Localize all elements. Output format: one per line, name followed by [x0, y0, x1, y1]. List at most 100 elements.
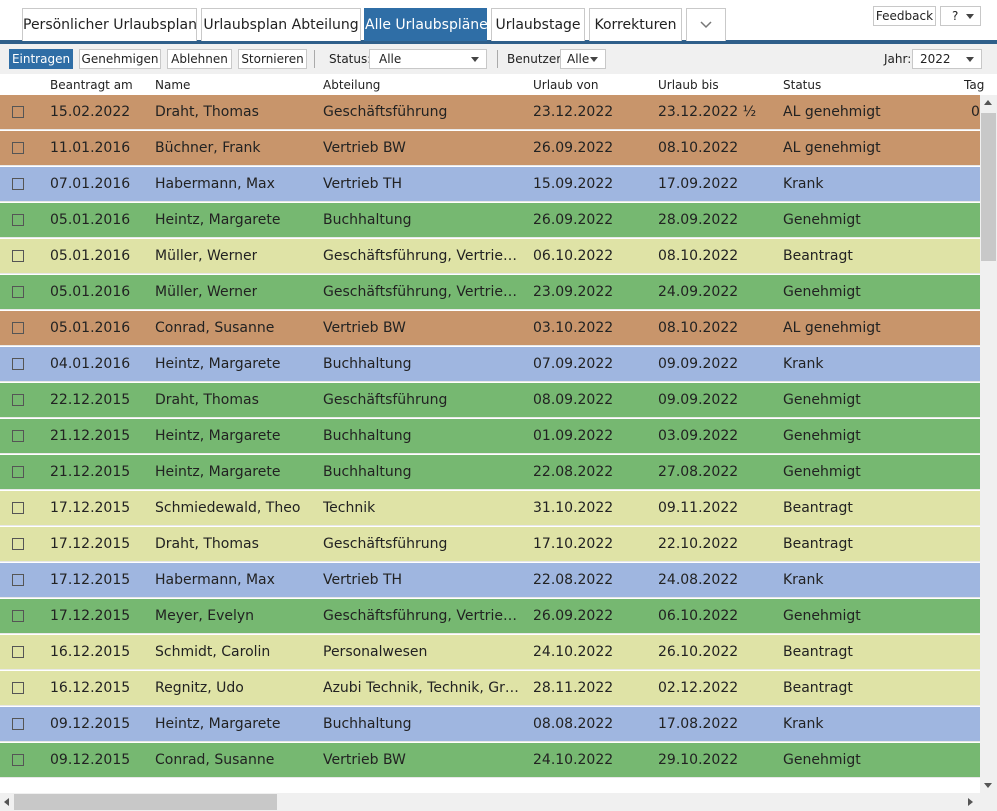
hscroll-thumb[interactable] [14, 794, 277, 810]
table-row[interactable]: 17.12.2015 Draht, Thomas Geschäftsführung 1… [0, 527, 980, 562]
table-cell: Genehmigt [783, 392, 861, 408]
tab[interactable]: Urlaubsplan Abteilung [201, 8, 361, 41]
table-cell: 07.01.2016 [50, 176, 131, 192]
table-row[interactable]: 11.01.2016 Büchner, Frank Vertrieb BW 26.09… [0, 131, 980, 166]
table-row[interactable]: 09.12.2015 Heintz, Margarete Buchhaltung 08… [0, 707, 980, 742]
table-cell: 24.09.2022 [658, 284, 739, 300]
table-row[interactable]: 17.12.2015 Schmiedewald, Theo Technik 31.10… [0, 491, 980, 526]
table-cell: 03.09.2022 [658, 428, 739, 444]
table-cell: 16.12.2015 [50, 644, 131, 660]
row-checkbox[interactable] [12, 358, 24, 370]
table-row[interactable]: 17.12.2015 Habermann, Max Vertrieb TH 22.08… [0, 563, 980, 598]
status-select[interactable]: Alle [369, 49, 487, 69]
more-tabs[interactable] [686, 8, 726, 41]
column-header[interactable]: Urlaub bis [658, 78, 719, 92]
scroll-right[interactable] [968, 798, 973, 806]
separator [314, 50, 315, 68]
table-row[interactable]: 05.01.2016 Heintz, Margarete Buchhaltung 26… [0, 203, 980, 238]
row-checkbox[interactable] [12, 142, 24, 154]
table-row[interactable]: 05.01.2016 Müller, Werner Geschäftsführung… [0, 275, 980, 310]
year-select[interactable]: 2022 [912, 49, 982, 69]
tab[interactable]: Korrekturen [589, 8, 682, 41]
table-cell: Geschäftsführung [323, 392, 448, 408]
table-row[interactable]: 15.02.2022 Draht, Thomas Geschäftsführung 2… [0, 95, 980, 130]
table-cell: Genehmigt [783, 608, 861, 624]
table-cell: Draht, Thomas [155, 392, 259, 408]
table-cell: Personalwesen [323, 644, 428, 660]
table-cell: 29.10.2022 [658, 752, 739, 768]
table-cell: Heintz, Margarete [155, 356, 281, 372]
row-checkbox[interactable] [12, 106, 24, 118]
scroll-up[interactable] [984, 100, 992, 105]
row-checkbox[interactable] [12, 178, 24, 190]
table-cell: 17.12.2015 [50, 572, 131, 588]
table-cell: Beantragt [783, 536, 853, 552]
table-row[interactable]: 21.12.2015 Heintz, Margarete Buchhaltung 22… [0, 455, 980, 490]
tab[interactable]: Urlaubstage [491, 8, 585, 41]
column-header[interactable]: Abteilung [323, 78, 381, 92]
table-cell: 24.10.2022 [533, 644, 614, 660]
table-row[interactable]: 22.12.2015 Draht, Thomas Geschäftsführung 0… [0, 383, 980, 418]
row-checkbox[interactable] [12, 286, 24, 298]
table-cell: 22.10.2022 [658, 536, 739, 552]
table-cell: Heintz, Margarete [155, 464, 281, 480]
toolbar-button[interactable]: Stornieren [238, 49, 307, 69]
table-row[interactable]: 05.01.2016 Müller, Werner Geschäftsführung… [0, 239, 980, 274]
table-cell: 08.10.2022 [658, 140, 739, 156]
table-cell: 09.12.2015 [50, 752, 131, 768]
table-cell: 27.08.2022 [658, 464, 739, 480]
row-checkbox[interactable] [12, 754, 24, 766]
column-header[interactable]: Urlaub von [533, 78, 599, 92]
table-row[interactable]: 09.12.2015 Conrad, Susanne Vertrieb BW 24.1… [0, 743, 980, 778]
table-cell: 03.10.2022 [533, 320, 614, 336]
table-cell: Habermann, Max [155, 572, 275, 588]
tab[interactable]: Alle Urlaubspläne [364, 8, 488, 41]
row-checkbox[interactable] [12, 250, 24, 262]
table-row[interactable]: 21.12.2015 Heintz, Margarete Buchhaltung 01… [0, 419, 980, 454]
row-checkbox[interactable] [12, 610, 24, 622]
row-checkbox[interactable] [12, 322, 24, 334]
row-checkbox[interactable] [12, 430, 24, 442]
toolbar-button[interactable]: Eintragen [9, 49, 73, 69]
table-row[interactable]: 04.01.2016 Heintz, Margarete Buchhaltung 07… [0, 347, 980, 382]
scroll-down[interactable] [984, 783, 992, 788]
column-header[interactable]: Status [783, 78, 822, 92]
table-row[interactable]: 05.01.2016 Conrad, Susanne Vertrieb BW 03.1… [0, 311, 980, 346]
table-row[interactable]: 17.12.2015 Meyer, Evelyn Geschäftsführung,… [0, 599, 980, 634]
tab[interactable]: Persönlicher Urlaubsplan [22, 8, 197, 41]
toolbar-button[interactable]: Ablehnen [167, 49, 232, 69]
table-cell: 04.01.2016 [50, 356, 131, 372]
table-cell: 26.09.2022 [533, 140, 614, 156]
table-cell: 31.10.2022 [533, 500, 614, 516]
row-checkbox[interactable] [12, 466, 24, 478]
table-cell: Draht, Thomas [155, 536, 259, 552]
vertical-scrollbar[interactable] [980, 95, 997, 793]
feedback-button[interactable]: Feedback [873, 6, 936, 26]
horizontal-scrollbar[interactable] [0, 793, 997, 811]
table-row[interactable]: 07.01.2016 Habermann, Max Vertrieb TH 15.09… [0, 167, 980, 202]
row-checkbox[interactable] [12, 214, 24, 226]
table-cell: Meyer, Evelyn [155, 608, 255, 624]
row-checkbox[interactable] [12, 718, 24, 730]
table-cell: 17.08.2022 [658, 716, 739, 732]
table-cell: 05.01.2016 [50, 320, 131, 336]
row-checkbox[interactable] [12, 574, 24, 586]
table-cell: 09.09.2022 [658, 392, 739, 408]
user-select[interactable]: Alle [560, 49, 606, 69]
row-checkbox[interactable] [12, 394, 24, 406]
table-row[interactable]: 16.12.2015 Schmidt, Carolin Personalwesen 2… [0, 635, 980, 670]
column-header[interactable]: Tag [964, 78, 985, 92]
help-button[interactable]: ? [940, 6, 981, 26]
scroll-left[interactable] [4, 798, 9, 806]
table-cell: 26.09.2022 [533, 212, 614, 228]
scroll-thumb[interactable] [981, 113, 996, 261]
table-row[interactable]: 16.12.2015 Regnitz, Udo Azubi Technik, Tec… [0, 671, 980, 706]
column-header[interactable]: Beantragt am [50, 78, 133, 92]
row-checkbox[interactable] [12, 682, 24, 694]
column-header[interactable]: Name [155, 78, 191, 92]
toolbar-button[interactable]: Genehmigen [79, 49, 161, 69]
row-checkbox[interactable] [12, 646, 24, 658]
row-checkbox[interactable] [12, 538, 24, 550]
row-checkbox[interactable] [12, 502, 24, 514]
table-cell: Buchhaltung [323, 716, 412, 732]
